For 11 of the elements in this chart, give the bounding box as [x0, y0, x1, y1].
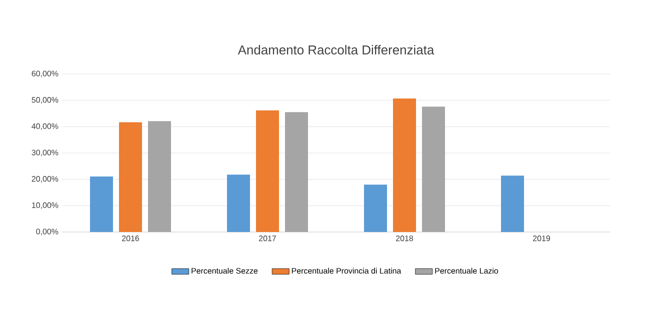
chart-title: Andamento Raccolta Differenziata [238, 44, 434, 55]
bar [422, 106, 446, 232]
bar [285, 112, 308, 232]
bar [119, 122, 142, 232]
bar [393, 98, 416, 232]
bar [227, 174, 250, 232]
bar [90, 176, 113, 232]
bar [148, 121, 172, 232]
bar [364, 184, 388, 232]
bar [501, 176, 524, 232]
bar [256, 110, 280, 232]
